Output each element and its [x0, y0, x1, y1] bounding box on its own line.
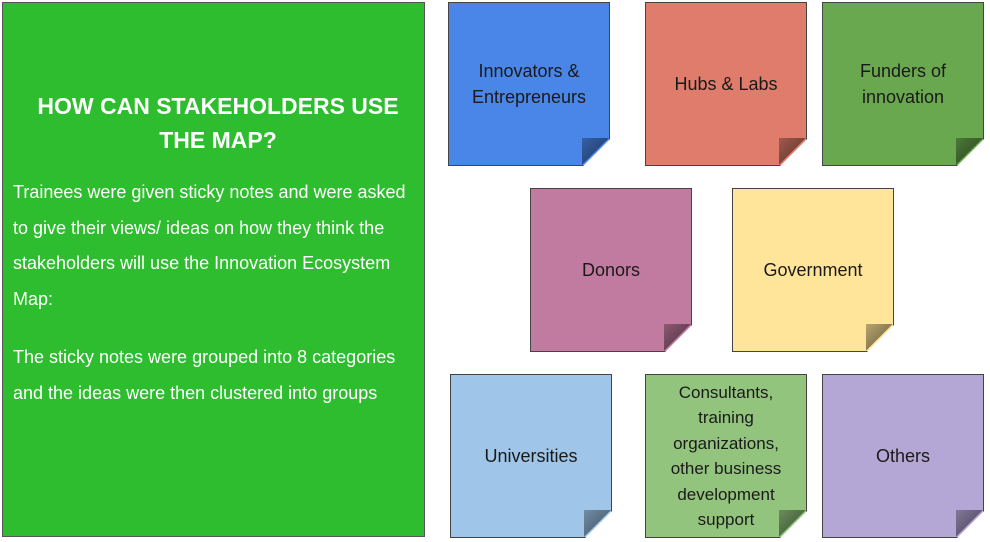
sticky-note-funders: Funders of innovation	[822, 2, 984, 166]
sticky-note-hubs-labs: Hubs & Labs	[645, 2, 807, 166]
sticky-note-government: Government	[732, 188, 894, 352]
note-fold-icon	[779, 138, 806, 165]
note-fold-icon	[584, 510, 611, 537]
sticky-note-donors: Donors	[530, 188, 692, 352]
note-label-innovators: Innovators & Entrepreneurs	[471, 61, 587, 107]
note-fold-icon	[664, 324, 691, 351]
sticky-note-consultants: Consultants, training organizations, oth…	[645, 374, 807, 538]
note-fold-icon	[866, 324, 893, 351]
sticky-note-universities: Universities	[450, 374, 612, 538]
note-label-others: Others	[875, 446, 931, 466]
note-fold-icon	[956, 510, 983, 537]
note-label-hubs-labs: Hubs & Labs	[674, 74, 778, 94]
note-label-donors: Donors	[581, 260, 641, 280]
panel-title: HOW CAN STAKEHOLDERS USE THE MAP?	[9, 89, 427, 157]
note-fold-icon	[582, 138, 609, 165]
note-fold-icon	[779, 510, 806, 537]
panel-title-line1: HOW CAN STAKEHOLDERS USE	[37, 93, 399, 119]
info-panel: HOW CAN STAKEHOLDERS USE THE MAP? Traine…	[2, 2, 425, 537]
sticky-note-innovators: Innovators & Entrepreneurs	[448, 2, 610, 166]
note-label-funders: Funders of innovation	[859, 61, 947, 107]
panel-paragraph-instructions: Trainees were given sticky notes and wer…	[13, 182, 406, 309]
note-label-consultants: Consultants, training organizations, oth…	[670, 382, 782, 529]
note-label-government: Government	[763, 260, 863, 280]
note-fold-icon	[956, 138, 983, 165]
panel-paragraph-categories: The sticky notes were grouped into 8 cat…	[13, 347, 396, 403]
note-label-universities: Universities	[484, 446, 578, 466]
sticky-note-others: Others	[822, 374, 984, 538]
panel-title-line2: THE MAP?	[159, 127, 277, 153]
